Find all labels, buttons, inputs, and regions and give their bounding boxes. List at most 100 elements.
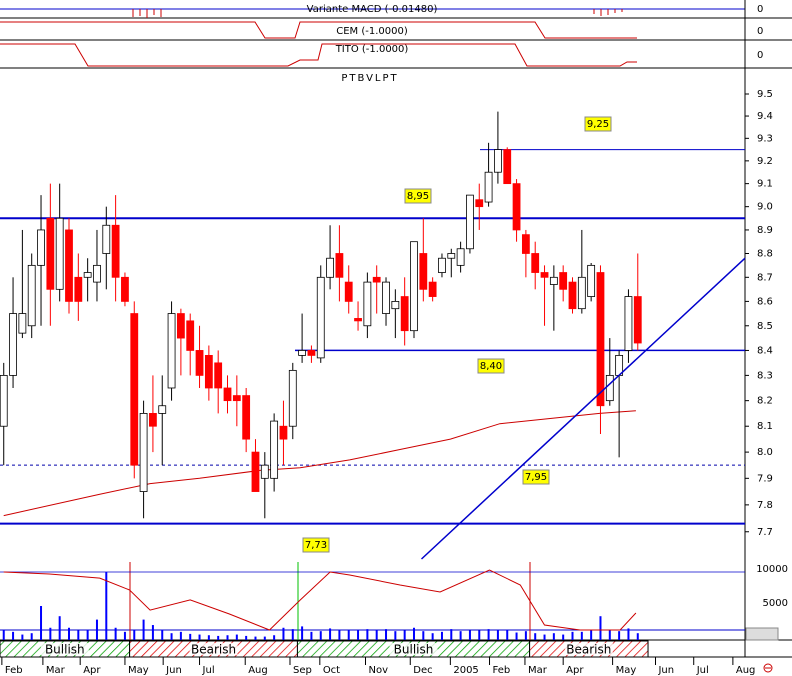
candle-body (167, 313, 176, 389)
candle-body (102, 224, 111, 254)
candle-body (531, 253, 540, 273)
volume-bar (49, 627, 52, 640)
y-tick-label: 8.2 (757, 396, 773, 407)
candle-body (587, 264, 596, 297)
candle-body (93, 264, 101, 283)
candle-body (624, 296, 633, 351)
signal-label: Bullish (394, 643, 434, 657)
y-tick-label: 9.4 (757, 111, 773, 122)
x-tick-label: 2005 (453, 665, 478, 676)
volume-bar (440, 631, 443, 640)
x-tick-label: Aug (248, 665, 268, 676)
volume-bar (459, 631, 462, 640)
y-tick-label: 9.2 (757, 156, 773, 167)
panel-label: TITO (-1.0000) (335, 44, 409, 55)
scroll-box (745, 627, 779, 641)
candle-body (596, 272, 605, 407)
candle-body (186, 320, 195, 351)
candle-body (149, 412, 157, 427)
candle-body (242, 395, 251, 440)
candle-body (204, 355, 213, 389)
signal-label-bg (189, 643, 238, 655)
y-tick-label: 9.5 (757, 89, 773, 100)
volume-bar (2, 629, 5, 640)
x-tick-label: Feb (493, 665, 511, 676)
volume-bar (319, 631, 322, 640)
candle-body (270, 420, 279, 479)
candle-body (214, 362, 223, 389)
x-tick-label: Jun (657, 665, 674, 676)
volume-bar (618, 631, 621, 640)
candle-body (251, 451, 260, 492)
volume-bar (562, 634, 565, 640)
signal-label-bg (564, 643, 613, 655)
volume-bar (478, 630, 481, 640)
y-tick-label: 8.9 (757, 225, 773, 236)
candle-body (139, 412, 148, 492)
volume-bar (571, 631, 574, 640)
candle-body (55, 217, 64, 290)
icon (763, 663, 773, 673)
macd-bars (132, 9, 623, 18)
panel-label: CEM (-1.0000) (336, 26, 408, 37)
candle-body (111, 224, 120, 278)
volume-bar (412, 627, 415, 640)
volume-bar (273, 635, 276, 640)
x-tick-label: May (616, 665, 637, 676)
level-label-bg (477, 358, 505, 374)
x-tick-label: Mar (46, 665, 66, 676)
candle-body (382, 281, 390, 314)
candle-body (466, 194, 474, 250)
volume-bar (310, 631, 313, 640)
candle-body (344, 281, 353, 302)
volume-bar (627, 628, 630, 640)
candle-body (419, 253, 428, 290)
signal-label: Bearish (566, 643, 611, 657)
volume-bar (366, 629, 369, 640)
volume-bar (226, 635, 229, 640)
volume-bar (77, 630, 80, 640)
y-tick-label: 8.7 (757, 272, 773, 283)
volume-bar (515, 632, 518, 640)
volume-bar (189, 633, 192, 640)
volume-bar (608, 629, 611, 640)
x-tick-label: Sep (293, 665, 312, 676)
y-tick-label: 8.0 (757, 447, 773, 458)
signal-label-bg (40, 643, 89, 655)
volume-bar (524, 631, 527, 640)
x-tick-label: Jun (165, 665, 182, 676)
y-tick-label: 8.5 (757, 321, 773, 332)
trendline (420, 257, 746, 560)
candle-body (46, 217, 55, 290)
volume-bar (291, 629, 294, 640)
volume-bar (487, 629, 490, 640)
candle-body (410, 241, 418, 332)
candle-body (577, 276, 586, 310)
level-label: 8,40 (480, 361, 502, 372)
candle-body (549, 276, 558, 285)
candle-body (9, 313, 17, 376)
volume-bar (543, 634, 546, 640)
y-tick-label: 8.6 (757, 296, 773, 307)
candle-body (372, 276, 381, 283)
volume-bar (30, 633, 33, 640)
candle-body (288, 369, 297, 427)
candle-body (279, 425, 288, 440)
volume-bar (385, 629, 388, 640)
candle-body (512, 183, 521, 231)
cem-line (0, 21, 637, 39)
candle-body (65, 229, 73, 302)
volume-bar (338, 629, 341, 640)
volume-bar (105, 572, 108, 640)
y2-tick-label: 10000 (756, 564, 788, 575)
candle-body (400, 296, 409, 332)
candle-body (494, 149, 502, 173)
y-tick-label: 7.9 (757, 473, 773, 484)
panel-axis-label: 0 (757, 4, 763, 15)
level-label-bg (522, 469, 550, 485)
x-tick-label: Feb (5, 665, 23, 676)
volume-bar (58, 616, 61, 640)
volume-bar (254, 636, 257, 640)
candle-body (354, 318, 362, 322)
level-label: 8,95 (407, 191, 429, 202)
